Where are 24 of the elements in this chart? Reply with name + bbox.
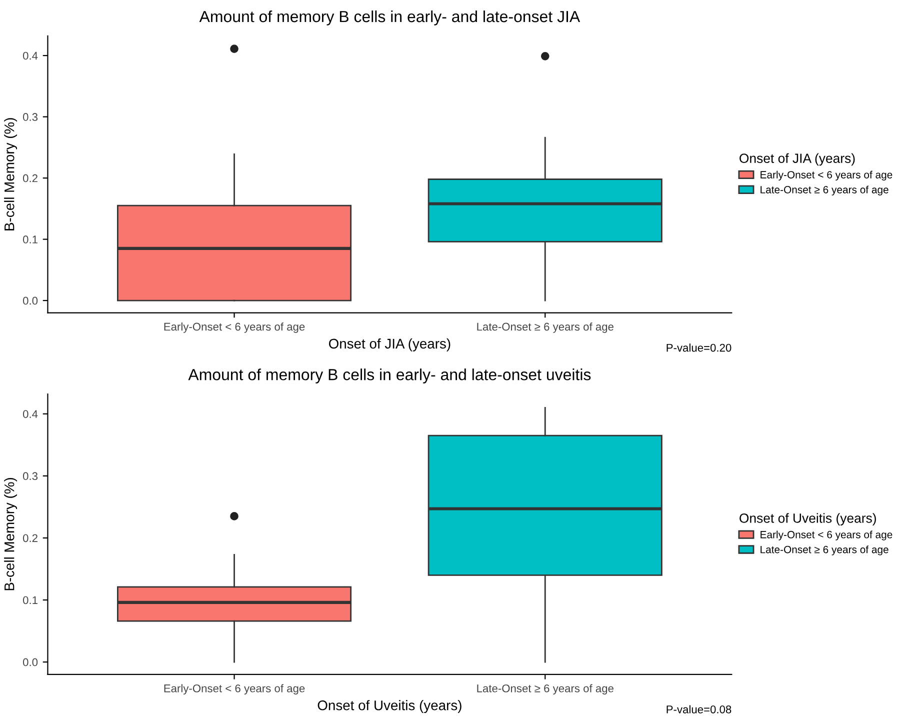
y-tick-label: 0.2 [23, 174, 38, 182]
y-tick-label: 0.4 [23, 410, 38, 418]
y-tick-label: 0.0 [23, 658, 38, 666]
y-tick-label: 0.4 [23, 52, 38, 60]
y-tick-label: 0.3 [23, 113, 38, 121]
legend-label: Early-Onset < 6 years of age [760, 530, 892, 540]
y-tick-label: 0.1 [23, 596, 38, 604]
x-axis-title: Onset of Uveitis (years) [318, 700, 462, 714]
legend-title: Onset of Uveitis (years) [740, 513, 876, 526]
y-tick-label: 0.0 [23, 296, 38, 305]
legend-title: Onset of JIA (years) [740, 153, 855, 166]
text: P-value=0.08 [666, 705, 732, 714]
y-tick-label: 0.1 [23, 236, 38, 244]
y-axis-title: B-cell Memory (%) [4, 118, 18, 230]
y-tick-label: 0.3 [23, 472, 38, 480]
chart-title: Amount of memory B cells in early- and late-onset JIA [199, 10, 580, 26]
text: P-value=0.20 [666, 344, 732, 352]
x-axis-title: Onset of JIA (years) [328, 338, 450, 352]
legend-label: Late-Onset ≥ 6 years of age [760, 546, 888, 556]
legend-label: Late-Onset ≥ 6 years of age [760, 186, 888, 196]
legend-label: Early-Onset < 6 years of age [760, 170, 892, 181]
chart-title: Amount of memory B cells in early- and late-onset uveitis [188, 368, 591, 384]
y-tick-label: 0.2 [23, 534, 38, 542]
y-axis-title: B-cell Memory (%) [4, 478, 18, 590]
